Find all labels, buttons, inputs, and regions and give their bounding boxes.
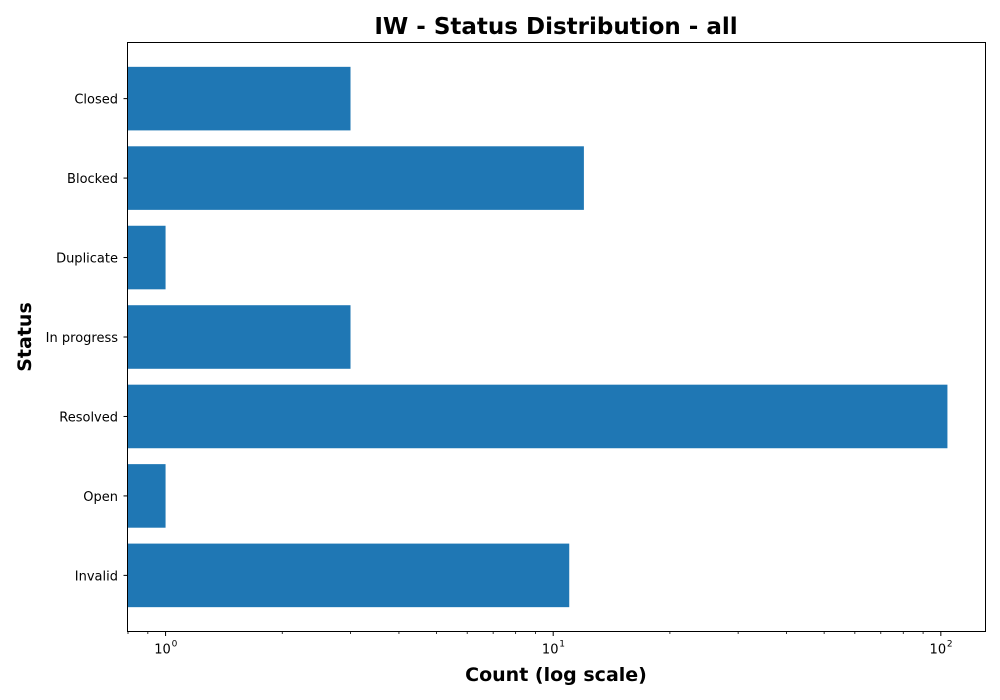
y-axis-ticks: Invalid Open Resolved In progress Duplicate B… [46,93,128,584]
bar-resolved [128,384,948,449]
bar-blocked [128,146,584,210]
x-tick-label: 10 [542,643,559,658]
y-tick-label-open: Open [83,490,118,505]
x-axis-label: Count (log scale) [465,664,647,686]
x-tick-label-exponent: 2 [947,640,953,650]
x-tick-label: 10 [154,643,171,658]
y-tick-label-resolved: Resolved [59,410,118,425]
y-tick-label-duplicate: Duplicate [56,252,118,267]
y-axis-label: Status [14,302,36,372]
bars-layer [128,66,948,608]
bar-closed [128,66,351,131]
x-axis-ticks: 10 0 10 1 10 2 [127,631,953,658]
bar-duplicate [128,225,166,290]
bar-invalid [128,543,570,608]
bar-in-progress [128,305,351,369]
x-tick-label-exponent: 1 [559,640,565,650]
x-tick-label: 10 [930,643,947,658]
chart-title: IW - Status Distribution - all [374,14,737,40]
y-tick-label-invalid: Invalid [75,569,118,584]
bar-open [128,464,166,528]
y-tick-label-in-progress: In progress [46,331,119,346]
y-tick-label-closed: Closed [74,93,118,108]
y-tick-label-blocked: Blocked [67,172,118,187]
x-tick-label-exponent: 0 [172,640,178,650]
